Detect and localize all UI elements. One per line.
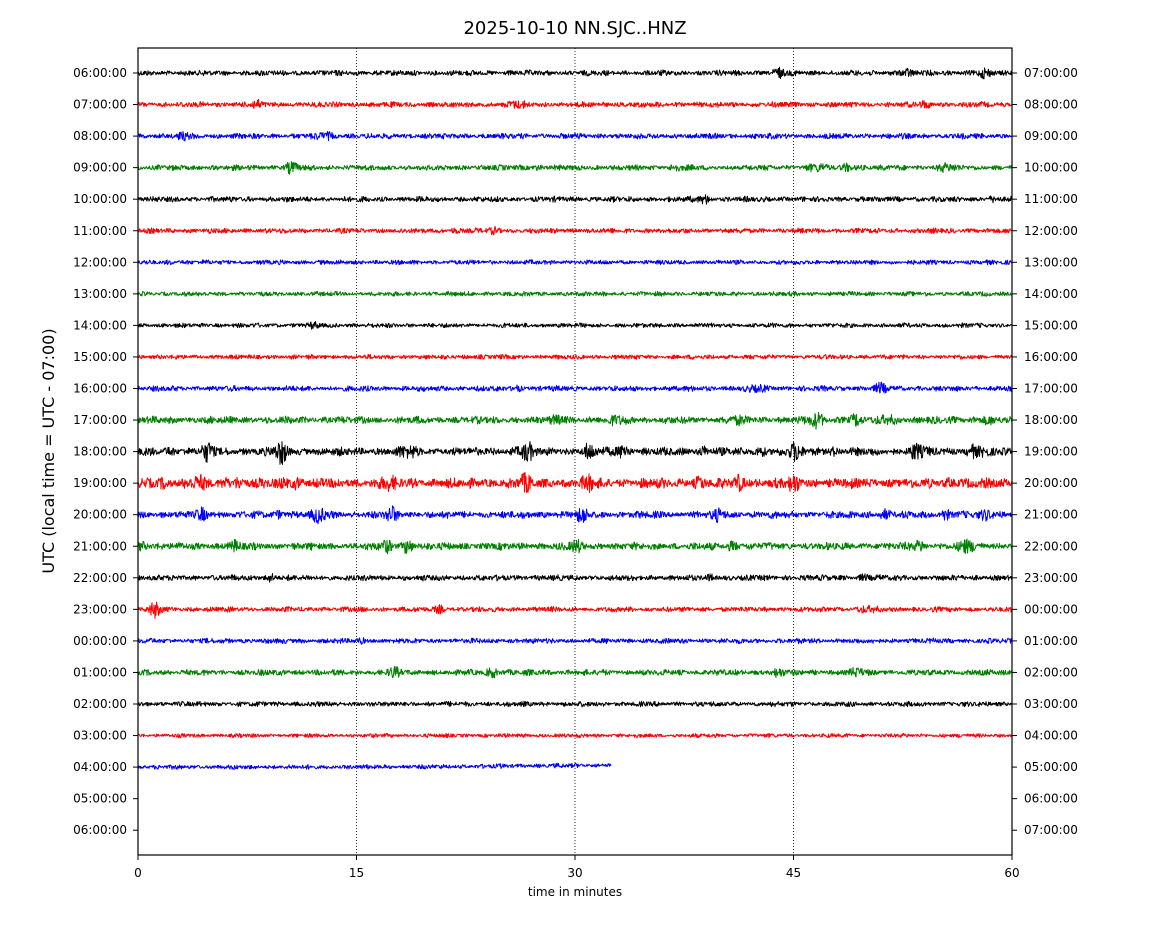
x-tick-label: 0: [134, 866, 142, 880]
trace-row-3: [137, 161, 1013, 175]
x-tick-label: 30: [567, 866, 582, 880]
vertical-gridlines: [356, 48, 794, 855]
left-tick-label: 20:00:00: [73, 508, 127, 522]
left-tick-label: 18:00:00: [73, 445, 127, 459]
left-tick-label: 06:00:00: [73, 66, 127, 80]
right-tick-label: 00:00:00: [1024, 602, 1078, 616]
trace-row-22: [137, 762, 612, 771]
left-tick-label: 12:00:00: [73, 255, 127, 269]
left-tick-label: 14:00:00: [73, 318, 127, 332]
trace-row-5: [137, 225, 1013, 236]
right-tick-label: 18:00:00: [1024, 413, 1078, 427]
x-tick-label: 60: [1004, 866, 1019, 880]
left-tick-label: 02:00:00: [73, 697, 127, 711]
right-tick-label: 04:00:00: [1024, 729, 1078, 743]
right-tick-label: 07:00:00: [1024, 66, 1078, 80]
trace-row-10: [137, 381, 1013, 394]
right-tick-label: 23:00:00: [1024, 571, 1078, 585]
trace-row-18: [137, 637, 1013, 645]
left-tick-label: 19:00:00: [73, 476, 127, 490]
trace-row-11: [137, 411, 1013, 430]
y-axis-label: UTC (local time = UTC - 07:00): [39, 328, 58, 573]
left-tick-label: 03:00:00: [73, 729, 127, 743]
trace-row-16: [137, 573, 1013, 583]
right-tick-label: 11:00:00: [1024, 192, 1078, 206]
trace-row-14: [137, 505, 1013, 525]
right-tick-label: 21:00:00: [1024, 508, 1078, 522]
trace-row-6: [137, 259, 1013, 266]
trace-row-13: [137, 472, 1013, 493]
left-tick-label: 22:00:00: [73, 571, 127, 585]
left-tick-label: 15:00:00: [73, 350, 127, 364]
left-tick-label: 08:00:00: [73, 129, 127, 143]
left-tick-label: 13:00:00: [73, 287, 127, 301]
trace-row-9: [137, 353, 1013, 360]
right-tick-label: 05:00:00: [1024, 760, 1078, 774]
x-axis-label: time in minutes: [528, 885, 622, 899]
right-tick-label: 13:00:00: [1024, 255, 1078, 269]
trace-row-20: [137, 700, 1013, 708]
right-time-axis: 07:00:00 08:00:00 09:00:00 10:00:00 11:00:00…: [1012, 66, 1078, 837]
left-tick-label: 04:00:00: [73, 760, 127, 774]
left-tick-label: 16:00:00: [73, 382, 127, 396]
right-tick-label: 20:00:00: [1024, 476, 1078, 490]
left-tick-label: 10:00:00: [73, 192, 127, 206]
x-tick-label: 15: [349, 866, 364, 880]
trace-row-2: [137, 131, 1013, 142]
trace-row-0: [137, 66, 1013, 80]
chart-title: 2025-10-10 NN.SJC..HNZ: [463, 18, 686, 39]
trace-row-1: [137, 98, 1013, 109]
right-tick-label: 08:00:00: [1024, 98, 1078, 112]
right-tick-label: 22:00:00: [1024, 539, 1078, 553]
trace-row-4: [137, 194, 1013, 205]
right-tick-label: 19:00:00: [1024, 445, 1078, 459]
trace-row-12: [137, 441, 1013, 465]
left-tick-label: 01:00:00: [73, 665, 127, 679]
left-tick-label: 07:00:00: [73, 98, 127, 112]
trace-row-19: [137, 665, 1013, 679]
right-tick-label: 16:00:00: [1024, 350, 1078, 364]
left-tick-label: 06:00:00: [73, 823, 127, 837]
left-tick-label: 05:00:00: [73, 792, 127, 806]
right-tick-label: 17:00:00: [1024, 382, 1078, 396]
right-tick-label: 03:00:00: [1024, 697, 1078, 711]
right-tick-label: 15:00:00: [1024, 318, 1078, 332]
left-tick-label: 09:00:00: [73, 161, 127, 175]
seismic-traces: [137, 66, 1013, 771]
right-tick-label: 06:00:00: [1024, 792, 1078, 806]
left-tick-label: 21:00:00: [73, 539, 127, 553]
right-tick-label: 09:00:00: [1024, 129, 1078, 143]
trace-row-15: [137, 538, 1013, 555]
x-tick-label: 45: [786, 866, 801, 880]
right-tick-label: 14:00:00: [1024, 287, 1078, 301]
right-tick-label: 10:00:00: [1024, 161, 1078, 175]
right-tick-label: 02:00:00: [1024, 665, 1078, 679]
right-tick-label: 12:00:00: [1024, 224, 1078, 238]
left-tick-label: 00:00:00: [73, 634, 127, 648]
left-tick-label: 23:00:00: [73, 602, 127, 616]
trace-row-17: [137, 601, 1013, 619]
left-tick-label: 11:00:00: [73, 224, 127, 238]
right-tick-label: 01:00:00: [1024, 634, 1078, 648]
x-axis-minutes: 0 15 30 45 60: [134, 855, 1020, 880]
left-time-axis: 06:00:00 07:00:00 08:00:00 09:00:00 10:00:00…: [73, 66, 138, 837]
trace-row-7: [137, 290, 1013, 297]
right-tick-label: 07:00:00: [1024, 823, 1078, 837]
trace-row-8: [137, 321, 1013, 330]
left-tick-label: 17:00:00: [73, 413, 127, 427]
trace-row-21: [137, 732, 1013, 739]
